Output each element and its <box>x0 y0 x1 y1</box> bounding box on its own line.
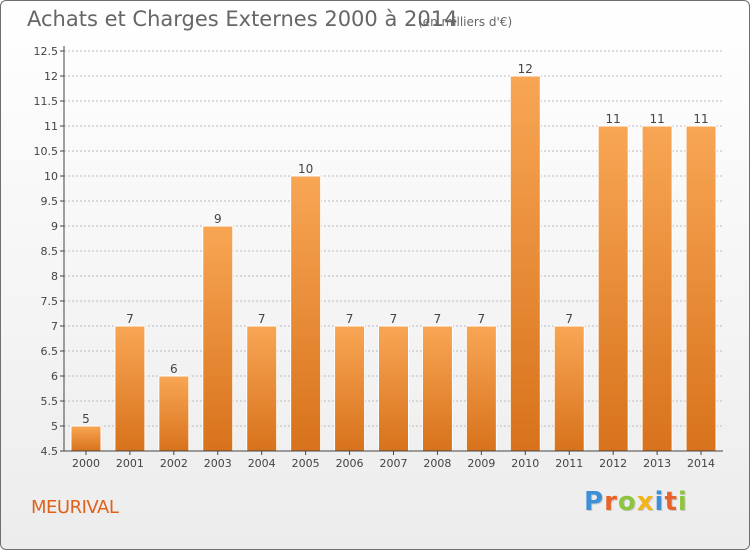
bar <box>246 325 278 452</box>
y-tick-label: 8.5 <box>41 245 59 258</box>
x-tick-label: 2002 <box>160 457 188 470</box>
logo-letter: o <box>617 487 637 517</box>
x-tick-label: 2010 <box>511 457 539 470</box>
chart-title: Achats et Charges Externes 2000 à 2014 <box>27 7 458 31</box>
bar <box>465 325 497 452</box>
x-tick-label: 2001 <box>116 457 144 470</box>
logo-letter: i <box>677 487 688 517</box>
y-tick-label: 11.5 <box>34 95 59 108</box>
bar <box>334 325 366 452</box>
bar-value-label: 9 <box>214 212 222 226</box>
bar-value-label: 11 <box>693 112 708 126</box>
y-tick-label: 6.5 <box>41 345 59 358</box>
logo-letter: r <box>604 487 618 517</box>
y-tick-label: 6 <box>51 370 58 383</box>
bar <box>70 425 102 452</box>
y-tick-label: 8 <box>51 270 58 283</box>
y-tick-label: 7.5 <box>41 295 59 308</box>
x-tick-label: 2008 <box>423 457 451 470</box>
bar-value-label: 12 <box>518 62 533 76</box>
bar-value-label: 11 <box>649 112 664 126</box>
bar <box>202 225 234 452</box>
bar <box>114 325 146 452</box>
bar-value-label: 7 <box>478 312 486 326</box>
bar-value-label: 7 <box>390 312 398 326</box>
bar-value-label: 7 <box>258 312 266 326</box>
bar <box>290 175 322 452</box>
y-tick-label: 9 <box>51 220 58 233</box>
y-tick-label: 11 <box>44 120 58 133</box>
x-tick-label: 2006 <box>336 457 364 470</box>
bar-value-label: 7 <box>126 312 134 326</box>
proxiti-logo[interactable]: Proxiti <box>584 487 688 517</box>
bar-value-label: 7 <box>346 312 354 326</box>
chart-subtitle: (en milliers d'€) <box>418 15 513 29</box>
x-tick-label: 2000 <box>72 457 100 470</box>
x-tick-label: 2009 <box>467 457 495 470</box>
bar-value-label: 7 <box>565 312 573 326</box>
y-tick-label: 12.5 <box>34 45 59 58</box>
bar <box>421 325 453 452</box>
x-tick-label: 2011 <box>555 457 583 470</box>
bar <box>553 325 585 452</box>
bar <box>641 125 673 452</box>
logo-letter: i <box>654 487 665 517</box>
bar-value-label: 10 <box>298 162 313 176</box>
bar-value-label: 6 <box>170 362 178 376</box>
logo-letter: t <box>664 487 678 517</box>
x-tick-label: 2003 <box>204 457 232 470</box>
bar-value-label: 11 <box>606 112 621 126</box>
y-tick-label: 12 <box>44 70 58 83</box>
bar-value-label: 7 <box>434 312 442 326</box>
bar <box>158 375 190 452</box>
bar-value-label: 5 <box>82 412 90 426</box>
y-tick-label: 5 <box>51 420 58 433</box>
x-tick-label: 2005 <box>292 457 320 470</box>
bar <box>597 125 629 452</box>
bar <box>685 125 717 452</box>
x-tick-label: 2012 <box>599 457 627 470</box>
logo-letter: x <box>636 487 655 517</box>
x-tick-label: 2004 <box>248 457 276 470</box>
x-tick-label: 2013 <box>643 457 671 470</box>
logo-letter: P <box>584 487 605 517</box>
y-tick-label: 10.5 <box>34 145 59 158</box>
x-tick-label: 2014 <box>687 457 715 470</box>
bar <box>509 75 541 452</box>
y-tick-label: 5.5 <box>41 395 59 408</box>
y-tick-label: 4.5 <box>41 445 59 458</box>
x-tick-label: 2007 <box>380 457 408 470</box>
y-tick-label: 9.5 <box>41 195 59 208</box>
y-tick-label: 10 <box>44 170 58 183</box>
bar <box>378 325 409 452</box>
place-name: MEURIVAL <box>31 497 119 518</box>
y-tick-label: 7 <box>51 320 58 333</box>
